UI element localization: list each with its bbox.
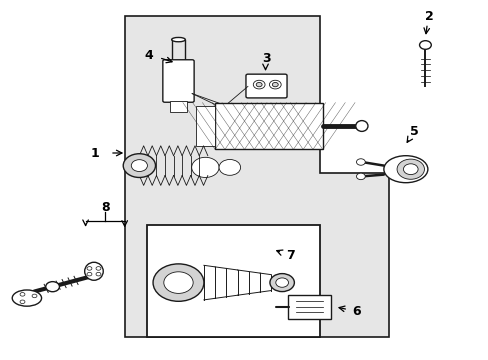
Ellipse shape (171, 37, 185, 42)
Circle shape (219, 159, 240, 175)
Text: 3: 3 (262, 52, 270, 65)
Text: 1: 1 (91, 147, 100, 159)
Text: 7: 7 (286, 249, 295, 262)
Text: 6: 6 (352, 305, 361, 318)
Circle shape (123, 154, 155, 177)
Circle shape (96, 267, 101, 270)
Circle shape (269, 274, 294, 292)
Circle shape (131, 160, 147, 172)
Circle shape (253, 80, 264, 89)
Polygon shape (124, 16, 388, 337)
Circle shape (275, 278, 288, 287)
Text: 4: 4 (144, 49, 153, 62)
Circle shape (32, 294, 37, 298)
FancyBboxPatch shape (245, 74, 286, 98)
Circle shape (356, 173, 365, 180)
Circle shape (403, 164, 417, 175)
Circle shape (163, 272, 193, 293)
Bar (169, 101, 187, 112)
Ellipse shape (84, 262, 103, 280)
Bar (146, 225, 320, 337)
Circle shape (191, 157, 219, 177)
Ellipse shape (355, 121, 367, 131)
Ellipse shape (383, 156, 427, 183)
Circle shape (87, 272, 92, 276)
Circle shape (419, 41, 430, 49)
Text: 5: 5 (409, 125, 418, 138)
Circle shape (20, 293, 25, 296)
Circle shape (153, 264, 203, 301)
Circle shape (20, 300, 25, 303)
Circle shape (96, 272, 101, 276)
FancyBboxPatch shape (287, 295, 330, 319)
Circle shape (272, 82, 278, 87)
Bar (215, 103, 322, 149)
Bar (195, 106, 215, 146)
Circle shape (87, 267, 92, 270)
Circle shape (46, 282, 60, 292)
Circle shape (356, 159, 365, 165)
Circle shape (269, 80, 281, 89)
Circle shape (396, 159, 424, 179)
Circle shape (256, 82, 262, 87)
Ellipse shape (12, 290, 41, 306)
Text: 8: 8 (101, 201, 109, 213)
FancyBboxPatch shape (163, 60, 194, 102)
Text: 2: 2 (424, 10, 433, 23)
